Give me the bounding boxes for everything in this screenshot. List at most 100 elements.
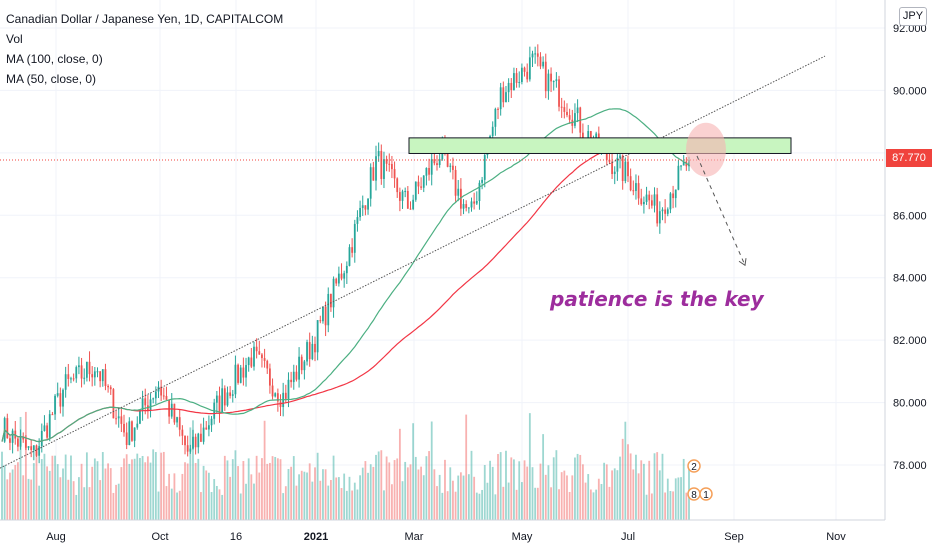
- volume-bar: [146, 456, 149, 520]
- legend-symbol[interactable]: Canadian Dollar / Japanese Yen, 1D, CAPI…: [6, 12, 284, 26]
- volume-bar: [115, 484, 117, 520]
- volume-bar: [452, 480, 454, 520]
- volume-bar: [589, 489, 592, 520]
- time-tick-label: Aug: [46, 531, 66, 543]
- volume-bar: [412, 423, 415, 520]
- volume-bar: [635, 454, 637, 520]
- volume-bar: [353, 482, 356, 520]
- candle-body: [207, 425, 210, 430]
- volume-bar: [446, 491, 449, 520]
- candle-body: [215, 395, 218, 403]
- volume-bar: [215, 485, 218, 520]
- candle-body: [229, 392, 232, 396]
- volume-bar: [22, 475, 25, 520]
- candle-body: [332, 278, 335, 308]
- price-tick-label: 86.000: [893, 210, 927, 222]
- candle-body: [526, 71, 529, 80]
- candle-body: [85, 361, 88, 378]
- volume-bar: [396, 458, 399, 520]
- volume-bar: [494, 494, 497, 520]
- volume-bar: [380, 450, 383, 520]
- volume-bar: [112, 492, 115, 520]
- candle-body: [383, 159, 385, 179]
- candle-body: [640, 198, 643, 205]
- volume-bar: [505, 450, 507, 520]
- volume-bar: [656, 452, 659, 520]
- volume-bar: [184, 462, 186, 520]
- volume-bar: [221, 494, 224, 520]
- volume-bar: [603, 462, 606, 520]
- volume-bar: [608, 486, 611, 520]
- time-tick-label: Nov: [826, 531, 846, 543]
- volume-bar: [566, 475, 568, 520]
- volume-bar: [51, 455, 54, 520]
- candle-body: [104, 369, 107, 386]
- volume-bar: [621, 438, 624, 520]
- candle-body: [117, 416, 120, 419]
- legend-volume[interactable]: Vol: [6, 32, 23, 46]
- candle-body: [637, 183, 640, 199]
- candle-body: [173, 403, 176, 423]
- candle-body: [401, 191, 404, 201]
- legend-ma50[interactable]: MA (50, close, 0): [6, 72, 97, 86]
- candle-body: [88, 361, 91, 375]
- candle-body: [372, 167, 375, 181]
- candle-body: [494, 108, 497, 127]
- legend-ma100[interactable]: MA (100, close, 0): [6, 52, 103, 66]
- volume-bar: [592, 492, 595, 520]
- candle-body: [128, 421, 131, 445]
- volume-bar: [661, 453, 664, 520]
- candle-body: [27, 446, 30, 448]
- candle-body: [253, 346, 255, 367]
- candle-body: [292, 371, 295, 383]
- candle-body: [467, 207, 470, 209]
- volume-bar: [539, 463, 542, 520]
- candle-body: [449, 165, 452, 167]
- candle-body: [56, 393, 59, 396]
- event-badge-label: 8: [691, 490, 697, 501]
- volume-bar: [239, 493, 242, 520]
- candle-body: [680, 165, 682, 167]
- price-axis: 92.00090.00088.00086.00084.00082.00080.0…: [884, 0, 927, 520]
- volume-bar: [643, 463, 645, 520]
- currency-button[interactable]: JPY: [899, 7, 927, 26]
- volume-bar: [213, 479, 216, 520]
- candle-body: [70, 378, 72, 380]
- candle-body: [276, 393, 279, 402]
- volume-bar: [383, 490, 385, 520]
- volume-bar: [499, 452, 502, 520]
- event-badge-label: 1: [703, 490, 709, 501]
- volume-bar: [605, 464, 608, 520]
- candle-body: [587, 131, 590, 141]
- candle-body: [184, 435, 186, 446]
- candle-body: [250, 357, 253, 367]
- volume-bar: [43, 453, 46, 520]
- candle-body: [393, 169, 396, 179]
- candle-body: [422, 175, 425, 188]
- candle-body: [186, 445, 189, 452]
- volume-bar: [616, 470, 619, 520]
- candle-body: [231, 394, 234, 396]
- candle-body: [93, 371, 96, 378]
- price-tick-label: 78.000: [893, 460, 927, 472]
- candle-body: [226, 392, 229, 406]
- volume-bar: [19, 416, 22, 520]
- candle-body: [627, 161, 629, 177]
- candle-body: [457, 188, 460, 196]
- candle-body: [133, 427, 136, 441]
- candle-body: [319, 320, 322, 322]
- candle-body: [11, 430, 14, 443]
- volume-bar: [367, 472, 369, 520]
- candle-body: [340, 273, 343, 279]
- candle-body: [682, 161, 685, 166]
- volume-bar: [489, 460, 491, 520]
- candle-body: [109, 387, 112, 390]
- highlight-circle: [686, 122, 726, 177]
- candle-body: [377, 150, 380, 157]
- time-tick-label: Mar: [405, 531, 424, 543]
- candle-body: [255, 346, 258, 352]
- candle-body: [369, 167, 372, 199]
- volume-bar: [284, 486, 287, 520]
- volume-bar: [664, 492, 667, 520]
